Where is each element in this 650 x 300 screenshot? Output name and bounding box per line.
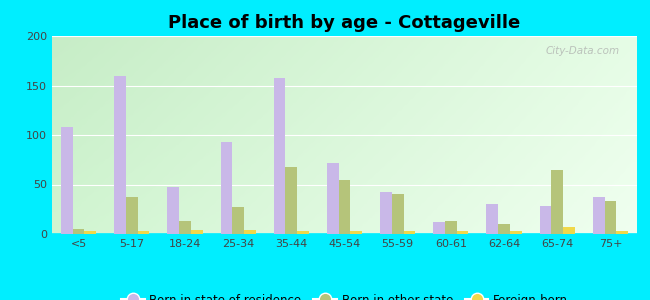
Bar (616, 231, 628, 234)
Bar (498, 224, 510, 234)
Bar (220, 142, 232, 234)
Bar (179, 221, 191, 234)
Bar (445, 221, 457, 234)
Bar (380, 192, 392, 234)
Bar (297, 231, 309, 234)
Bar (138, 231, 150, 234)
Bar (339, 179, 350, 234)
Bar (434, 222, 445, 234)
Bar (126, 197, 138, 234)
Bar (593, 197, 605, 234)
Bar (274, 78, 285, 234)
Bar (350, 231, 362, 234)
Bar (114, 76, 126, 234)
Bar (510, 231, 521, 234)
Text: City-Data.com: City-Data.com (545, 46, 619, 56)
Title: Place of birth by age - Cottageville: Place of birth by age - Cottageville (168, 14, 521, 32)
Bar (327, 163, 339, 234)
Bar (551, 170, 563, 234)
Bar (244, 230, 255, 234)
Bar (84, 231, 96, 234)
Bar (457, 231, 469, 234)
Bar (191, 230, 203, 234)
Bar (73, 229, 84, 234)
Bar (540, 206, 551, 234)
Bar (61, 127, 73, 234)
Bar (404, 231, 415, 234)
Bar (232, 207, 244, 234)
Bar (168, 188, 179, 234)
Bar (563, 227, 575, 234)
Bar (285, 167, 297, 234)
Bar (604, 201, 616, 234)
Bar (486, 204, 498, 234)
Bar (392, 194, 404, 234)
Legend: Born in state of residence, Born in other state, Foreign-born: Born in state of residence, Born in othe… (116, 289, 573, 300)
